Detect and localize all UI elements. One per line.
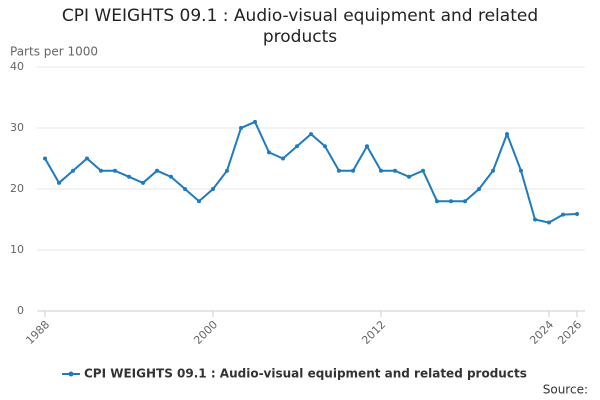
point <box>547 220 551 225</box>
point <box>113 168 117 173</box>
point <box>561 212 565 217</box>
legend-marker <box>68 371 74 377</box>
y-tick-label: 20 <box>10 182 24 195</box>
point <box>85 156 89 161</box>
point <box>393 168 397 173</box>
y-axis-label: Parts per 1000 <box>10 45 98 59</box>
x-tick-label: 2012 <box>359 318 388 347</box>
line <box>44 120 578 224</box>
point <box>267 150 271 155</box>
point <box>225 168 229 173</box>
point <box>169 174 173 179</box>
point <box>505 132 509 137</box>
point <box>141 180 145 185</box>
y-tick-label: 10 <box>10 243 24 256</box>
legend-label: CPI WEIGHTS 09.1 : Audio-visual equipmen… <box>84 367 527 381</box>
point <box>281 156 285 161</box>
point <box>435 199 439 204</box>
x-tick-label: 2000 <box>191 318 220 347</box>
point <box>309 132 313 137</box>
source: Source: <box>543 383 588 397</box>
point <box>71 168 75 173</box>
point <box>239 126 243 130</box>
point <box>253 119 257 124</box>
point <box>533 217 537 222</box>
point <box>337 168 341 173</box>
x-tick-label: 2026 <box>555 318 584 347</box>
point <box>407 174 411 179</box>
point <box>99 168 103 173</box>
point <box>197 199 201 204</box>
point <box>463 199 467 204</box>
y-tick-label: 30 <box>10 121 24 134</box>
y-tick-label: 40 <box>10 60 24 73</box>
point <box>57 180 61 185</box>
point <box>519 168 523 173</box>
point <box>421 168 425 173</box>
point <box>183 187 187 191</box>
point <box>449 199 453 204</box>
x-tick-label: 1988 <box>23 318 52 347</box>
point <box>365 144 369 149</box>
point <box>323 144 327 149</box>
point <box>351 168 355 173</box>
x-tick-label: 2024 <box>527 318 556 347</box>
point <box>43 156 47 161</box>
chart-title: CPI WEIGHTS 09.1 : Audio-visual equipmen… <box>61 6 539 47</box>
point <box>127 174 131 179</box>
point <box>379 168 383 173</box>
y-tick-label: 0 <box>17 304 24 317</box>
point <box>295 144 299 149</box>
point <box>155 168 159 173</box>
point <box>491 168 495 173</box>
point <box>575 212 579 217</box>
point <box>211 187 215 191</box>
point <box>477 187 481 191</box>
